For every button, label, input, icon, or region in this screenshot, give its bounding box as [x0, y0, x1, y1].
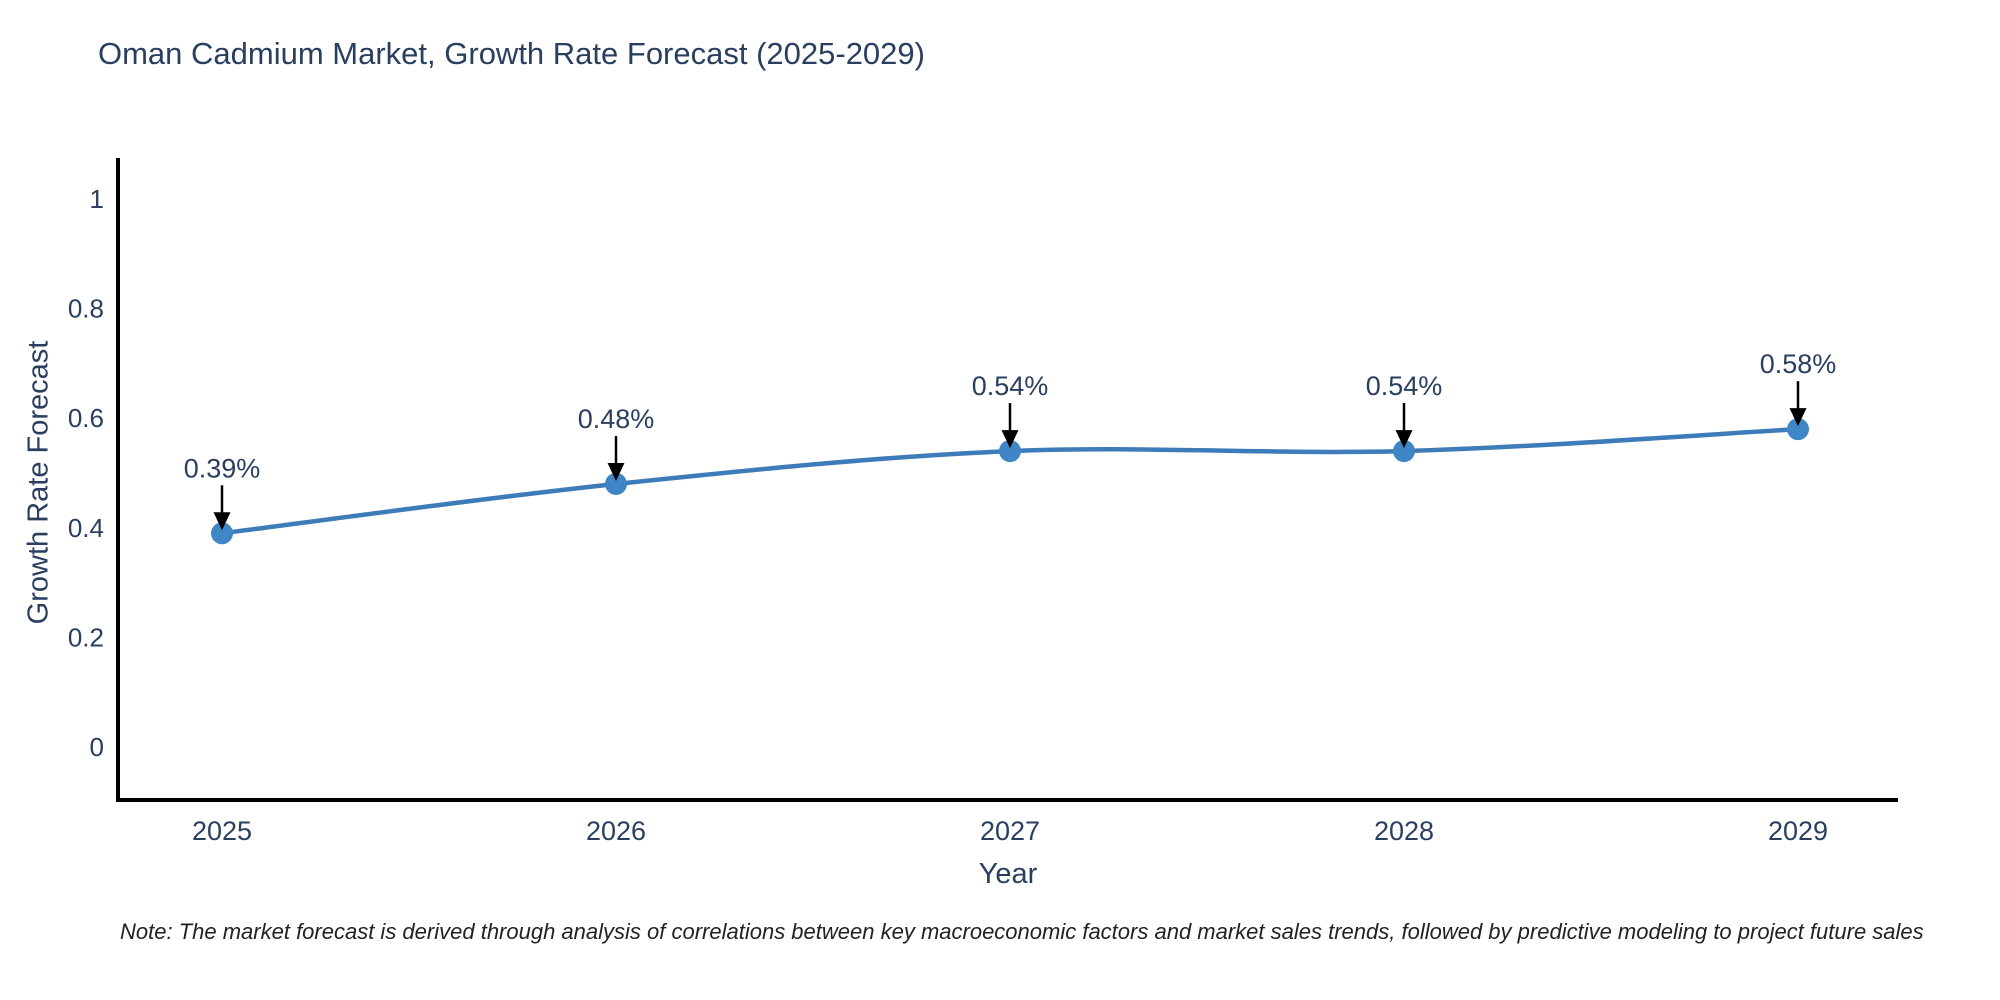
annotation-arrowhead [213, 512, 231, 531]
point-value-label: 0.48% [578, 404, 655, 434]
y-tick-label: 0.4 [68, 513, 104, 543]
x-tick-label: 2027 [980, 816, 1040, 846]
point-value-label: 0.54% [1366, 371, 1443, 401]
x-tick-label: 2028 [1374, 816, 1434, 846]
annotation-arrowhead [1395, 430, 1413, 449]
data-point-marker [1393, 440, 1415, 463]
annotation-arrowhead [1001, 430, 1019, 449]
y-tick-label: 0.2 [68, 622, 104, 652]
point-value-label: 0.39% [184, 453, 261, 483]
x-tick-label: 2025 [192, 816, 252, 846]
data-point-marker [999, 440, 1021, 463]
point-value-label: 0.58% [1760, 349, 1837, 379]
x-tick-label: 2029 [1768, 816, 1828, 846]
data-point-marker [605, 472, 627, 495]
data-point-marker [211, 522, 233, 545]
chart-title: Oman Cadmium Market, Growth Rate Forecas… [98, 36, 925, 71]
y-tick-label: 0 [90, 732, 104, 762]
footnote-text: Note: The market forecast is derived thr… [120, 919, 1924, 944]
annotation-arrowhead [607, 462, 625, 481]
data-point-marker [1787, 418, 1809, 441]
y-axis-title: Growth Rate Forecast [22, 340, 55, 625]
annotation-arrowhead [1789, 408, 1807, 427]
y-tick-label: 0.6 [68, 403, 104, 433]
y-tick-label: 0.8 [68, 294, 104, 324]
y-tick-label: 1 [90, 184, 104, 214]
x-tick-label: 2026 [586, 816, 646, 846]
point-value-label: 0.54% [972, 371, 1049, 401]
x-axis-title: Year [978, 858, 1038, 890]
